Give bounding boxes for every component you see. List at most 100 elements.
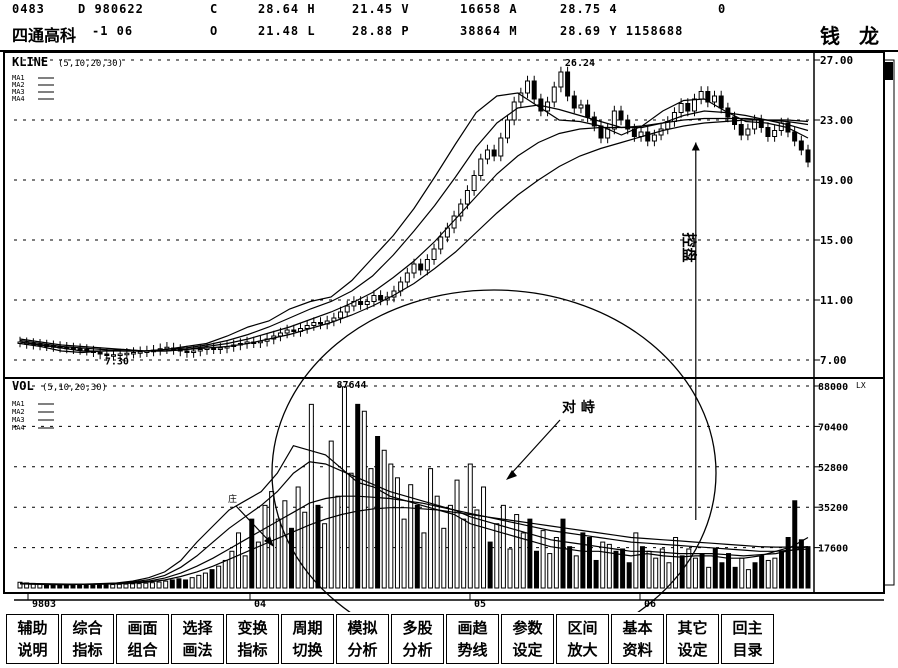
volume-bar-93 (633, 532, 639, 589)
candle-102 (698, 86, 704, 105)
candle-58 (404, 267, 410, 288)
volume-bar-47 (328, 440, 334, 589)
volume-bar-115 (779, 550, 785, 589)
fkey-button-5[interactable]: 变换 指标 (226, 614, 279, 664)
fkey-button-8[interactable]: 多股 分析 (391, 614, 444, 664)
candle-body-49 (344, 305, 350, 313)
fkey-button-7[interactable]: 模拟 分析 (336, 614, 389, 664)
candle-53 (371, 290, 377, 307)
fkey-button-4[interactable]: 选择 画法 (171, 614, 224, 664)
kline-ytick-label-0: 27.00 (820, 54, 853, 67)
vol-ma-line-3 (19, 495, 809, 585)
volume-bar-26 (189, 577, 195, 589)
candle-61 (424, 254, 430, 276)
highlight-circle (271, 289, 717, 612)
volume-bar-114 (772, 557, 778, 589)
candle-89 (611, 105, 617, 135)
volume-bar-108 (732, 566, 738, 589)
candle-62 (431, 243, 437, 265)
candle-body-16 (124, 352, 130, 356)
candle-111 (758, 114, 764, 133)
vol-legend-0: MA1 (12, 400, 25, 408)
volume-bar-118 (798, 539, 804, 589)
vol-ytick-label-1: 70400 (818, 422, 848, 433)
volume-bar-116 (785, 537, 791, 589)
function-key-bar: 辅助 说明 综合 指标 画面 组合 选择 画法 变换 指标 周期 切换 模拟 分析 多股 分析 画趋 势线 参数 设定… (6, 612, 892, 668)
fkey-button-9[interactable]: 画趋 势线 (446, 614, 499, 664)
volume-bar-59 (408, 484, 414, 589)
candle-40 (284, 324, 290, 339)
scrollbar-thumb (885, 62, 893, 80)
volume-bar-107 (726, 553, 732, 589)
candle-103 (705, 86, 711, 108)
kline-ma-line-4 (19, 119, 809, 352)
kline-legend-2: MA3 (12, 88, 25, 96)
volume-bar-43 (302, 511, 308, 589)
candle-26 (191, 345, 197, 358)
stock-chart[interactable]: 27.00 23.00 19.00 15.00 11.00 7.00 KLINE (5,10,… (0, 50, 898, 612)
candle-108 (738, 119, 744, 141)
quote-field-row1-5: 28.75 4 (560, 2, 618, 16)
x-tick-label-1: 04 (254, 599, 266, 610)
candle-body-15 (117, 353, 123, 356)
candle-body-53 (371, 295, 377, 302)
candle-70 (484, 144, 490, 165)
fkey-button-3[interactable]: 画面 组合 (116, 614, 169, 664)
fkey-button-14[interactable]: 回主 目录 (721, 614, 774, 664)
candle-body-111 (758, 119, 764, 128)
vol-ytick-label-4: 17600 (818, 544, 848, 555)
volume-bar-105 (712, 548, 718, 589)
volume-bar-17 (130, 583, 136, 589)
volume-bar-98 (666, 562, 672, 589)
fkey-button-13[interactable]: 其它 设定 (666, 614, 719, 664)
candle-49 (344, 300, 350, 318)
candle-75 (518, 87, 524, 108)
volume-bar-33 (236, 532, 242, 589)
fkey-button-2[interactable]: 综合 指标 (61, 614, 114, 664)
candle-body-14 (110, 354, 116, 357)
vol-ma-line-1 (19, 444, 809, 586)
volume-bar-32 (229, 550, 235, 589)
volume-bar-112 (759, 555, 765, 589)
candle-50 (351, 296, 357, 312)
candle-body-44 (311, 322, 317, 326)
candle-18 (137, 346, 143, 358)
volume-bar-111 (752, 562, 758, 589)
candle-87 (598, 120, 604, 144)
candle-body-83 (571, 95, 577, 109)
candle-body-62 (431, 248, 437, 260)
fkey-button-1[interactable]: 辅助 说明 (6, 614, 59, 664)
quote-field-row1-2: 28.64 H (258, 2, 316, 16)
candle-41 (291, 324, 297, 337)
duizhi-arrow-head (506, 470, 517, 480)
quote-field-row1-1: C (210, 2, 219, 16)
volume-bar-25 (183, 579, 189, 589)
candle-body-48 (338, 311, 344, 319)
candle-body-102 (698, 91, 704, 100)
candle-77 (531, 75, 537, 105)
candle-body-69 (478, 158, 484, 176)
candle-body-75 (518, 92, 524, 103)
candle-body-12 (97, 352, 103, 355)
quote-field-row2-3: 28.88 P (352, 24, 410, 38)
fkey-button-12[interactable]: 基本 资料 (611, 614, 664, 664)
candle-body-68 (471, 175, 477, 191)
candle-body-99 (678, 103, 684, 113)
volume-bar-102 (692, 557, 698, 589)
kline-legend-3: MA4 (12, 95, 25, 103)
candle-body-71 (491, 149, 497, 157)
candle-60 (418, 258, 424, 276)
volume-bar-89 (606, 543, 612, 589)
fkey-button-10[interactable]: 参数 设定 (501, 614, 554, 664)
volume-bar-27 (196, 574, 202, 589)
candle-54 (378, 290, 384, 306)
candle-body-85 (585, 104, 591, 118)
candle-17 (131, 347, 137, 359)
candle-body-77 (531, 80, 537, 100)
candle-body-58 (404, 272, 410, 283)
fkey-button-6[interactable]: 周期 切换 (281, 614, 334, 664)
candle-body-86 (591, 116, 597, 127)
candle-88 (605, 123, 611, 144)
fkey-button-11[interactable]: 区间 放大 (556, 614, 609, 664)
candle-body-40 (284, 329, 290, 334)
